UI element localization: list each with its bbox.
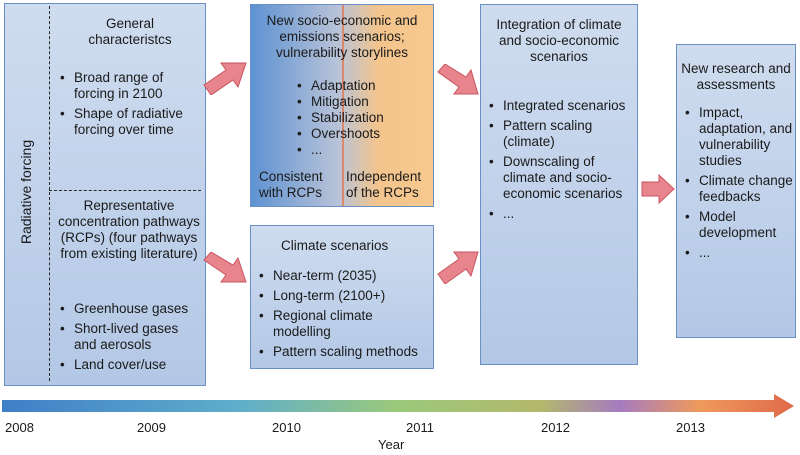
general-characteristics-title: General characteristcs [88,16,172,47]
consistent-with-rcps-label: Consistent with RCPs [259,169,323,200]
arrow-icon [203,252,247,283]
tick-label: 2009 [137,420,166,435]
horizontal-dashed-divider [49,190,201,191]
socio-economic-scenarios-box: New socio-economic and emissions scenari… [250,4,434,207]
tick-label: 2010 [272,420,301,435]
list-item: Overshoots [297,126,427,142]
list-item: Pattern scaling methods [259,344,431,360]
vertical-dashed-divider [49,6,50,381]
integration-title: Integration of climate and socio-economi… [496,17,622,64]
list-item: ... [489,206,634,222]
list-item: Near-term (2035) [259,268,431,284]
climate-scenarios-box: Climate scenarios Near-term (2035) Long-… [250,225,434,369]
rcp-title: Representative concentration pathways (R… [58,198,200,261]
socio-economic-list: Adaptation Mitigation Stabilization Over… [297,78,427,158]
integration-box: Integration of climate and socio-economi… [480,4,638,365]
tick-label: 2012 [541,420,570,435]
list-item: Short-lived gases and aerosols [60,321,200,353]
list-item: Impact, adaptation, and vulnerability st… [685,105,793,169]
new-research-title: New research and assessments [681,61,791,92]
arrow-icon [437,251,479,284]
timeline-arrow [2,394,794,418]
socio-economic-title: New socio-economic and emissions scenari… [266,13,418,60]
list-item: Long-term (2100+) [259,288,431,304]
list-item: Land cover/use [60,357,200,373]
list-item: Integrated scenarios [489,98,634,114]
list-item: Climate change feedbacks [685,173,793,205]
list-item: Mitigation [297,94,427,110]
integration-list: Integrated scenarios Pattern scaling (cl… [489,98,634,226]
list-item: ... [297,142,427,158]
new-research-box: New research and assessments Impact, ada… [676,44,796,338]
new-research-list: Impact, adaptation, and vulnerability st… [685,105,793,265]
independent-of-rcps-label: Independent of the RCPs [346,169,422,200]
arrow-icon [641,174,675,204]
arrow-icon [203,62,247,95]
climate-scenarios-title: Climate scenarios [281,238,389,253]
radiative-forcing-box: Radiative forcing General characteristcs… [4,3,206,386]
general-characteristics-list: Broad range of forcing in 2100 Shape of … [60,70,200,142]
list-item: Model development [685,209,793,241]
rcp-list: Greenhouse gases Short-lived gases and a… [60,301,200,377]
climate-scenarios-list: Near-term (2035) Long-term (2100+) Regio… [259,268,431,364]
list-item: Regional climate modelling [259,308,431,340]
tick-label: 2008 [5,420,34,435]
list-item: Adaptation [297,78,427,94]
arrow-icon [437,64,479,95]
list-item: ... [685,245,793,261]
axis-label: Year [378,437,405,452]
list-item: Pattern scaling (climate) [489,118,634,150]
list-item: Stabilization [297,110,427,126]
list-item: Greenhouse gases [60,301,200,317]
list-item: Downscaling of climate and socio-economi… [489,154,634,202]
list-item: Broad range of forcing in 2100 [60,70,200,102]
tick-label: 2011 [406,420,434,435]
list-item: Shape of radiative forcing over time [60,106,200,138]
tick-label: 2013 [676,420,705,435]
radiative-forcing-label: Radiative forcing [18,139,34,245]
